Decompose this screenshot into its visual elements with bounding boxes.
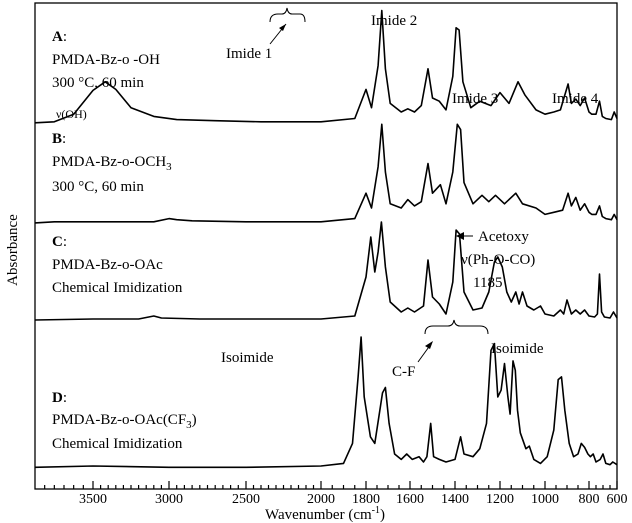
annotation-imide3: Imide 3	[452, 91, 498, 107]
svg-text:Chemical Imidization: Chemical Imidization	[52, 280, 183, 296]
x-axis-label: Wavenumber (cm-1)	[265, 505, 385, 523]
x-tick-label: 2500	[232, 492, 260, 507]
x-tick-label: 1000	[531, 492, 559, 507]
svg-text:B:: B:	[52, 131, 66, 147]
label-a: A: PMDA-Bz-o -OH 300 °C, 60 min	[52, 29, 160, 91]
annotation-acetoxy: Acetoxy	[478, 229, 529, 245]
x-tick-label: 2000	[307, 492, 335, 507]
svg-text:PMDA-Bz-o-OAc: PMDA-Bz-o-OAc	[52, 257, 163, 273]
spectrum-line-c	[34, 221, 618, 321]
x-axis-ticks	[44, 481, 618, 489]
annotation-voh: ν(OH)	[56, 107, 87, 121]
y-axis-label: Absorbance	[5, 214, 21, 286]
cf-arrowhead	[425, 341, 433, 349]
svg-text:C:: C:	[52, 234, 67, 250]
annotation-imide2: Imide 2	[371, 13, 417, 29]
x-tick-label: 3500	[79, 492, 107, 507]
label-d: D: PMDA-Bz-o-OAc(CF3) Chemical Imidizati…	[52, 390, 197, 452]
svg-text:300 °C, 60 min: 300 °C, 60 min	[52, 75, 144, 91]
x-tick-label: 3000	[155, 492, 183, 507]
plot-frame	[34, 2, 618, 490]
spectrum-line-a	[34, 9, 618, 124]
annotation-isoimide-left: Isoimide	[221, 350, 274, 366]
svg-text:PMDA-Bz-o -OH: PMDA-Bz-o -OH	[52, 52, 160, 68]
x-tick-label: 1400	[441, 492, 469, 507]
annotation-imide4: Imide 4	[552, 91, 599, 107]
cf-bracket	[424, 319, 489, 335]
annotation-1185: 1185	[473, 275, 502, 291]
svg-text:D:: D:	[52, 390, 67, 406]
x-tick-label: 600	[607, 492, 628, 507]
x-tick-label: 800	[579, 492, 600, 507]
acetoxy-arrowhead	[456, 232, 464, 240]
x-axis-tick-labels: 3500 3000 2500 2000 1800 1600 1400 1200 1000 800 6…	[79, 492, 628, 507]
spectrum-line-d	[34, 336, 618, 469]
svg-text:300 °C, 60 min: 300 °C, 60 min	[52, 179, 144, 195]
spectrum-line-b	[34, 123, 618, 224]
svg-text:Chemical Imidization: Chemical Imidization	[52, 436, 183, 452]
imide1-bracket	[269, 7, 306, 23]
annotation-cf: C-F	[392, 364, 415, 380]
annotation-imide1: Imide 1	[226, 46, 272, 62]
imide1-arrowhead	[279, 24, 286, 31]
x-tick-label: 1600	[396, 492, 424, 507]
x-tick-label: 1800	[352, 492, 380, 507]
svg-text:PMDA-Bz-o-OAc(CF3): PMDA-Bz-o-OAc(CF3)	[52, 412, 197, 431]
svg-text:PMDA-Bz-o-OCH3: PMDA-Bz-o-OCH3	[52, 154, 172, 173]
svg-text:A:: A:	[52, 29, 67, 45]
annotation-isoimide-right: Isoimide	[491, 341, 544, 357]
x-tick-label: 1200	[486, 492, 514, 507]
label-c: C: PMDA-Bz-o-OAc Chemical Imidization	[52, 234, 183, 296]
spectra-group	[34, 9, 618, 469]
annotation-vph: ν(Ph-O-CO)	[461, 252, 535, 268]
label-b: B: PMDA-Bz-o-OCH3 300 °C, 60 min	[52, 131, 172, 195]
